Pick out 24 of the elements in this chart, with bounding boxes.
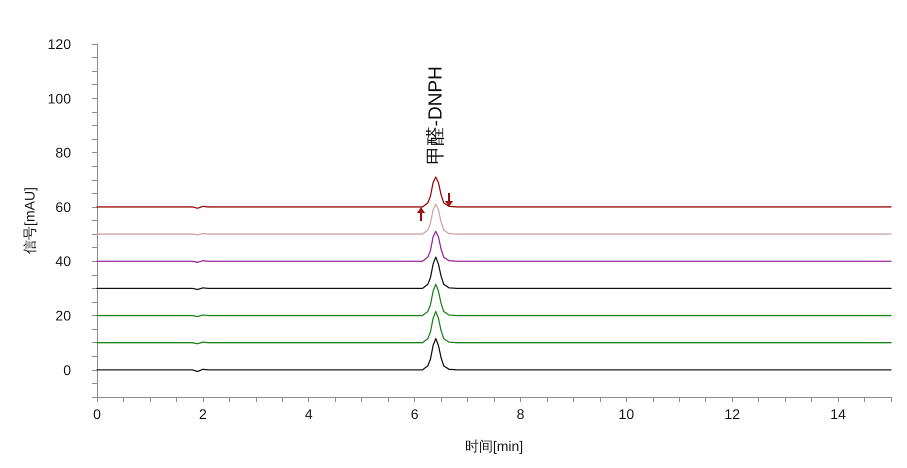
x-tick-label: 0 bbox=[93, 406, 102, 422]
y-tick-label: 40 bbox=[55, 253, 72, 270]
y-tick-label: 0 bbox=[63, 362, 72, 378]
x-tick-label: 8 bbox=[516, 406, 525, 422]
y-tick-label: 100 bbox=[48, 90, 72, 106]
line-series bbox=[96, 284, 892, 318]
x-tick-label: 2 bbox=[198, 406, 207, 422]
line-series bbox=[96, 256, 892, 290]
y-tick-label: 80 bbox=[55, 144, 72, 161]
x-axis-title: 时间[min] bbox=[464, 438, 524, 454]
x-tick-label: 4 bbox=[304, 406, 313, 422]
x-tick-label: 12 bbox=[724, 406, 740, 422]
y-axis-title: 信号[mAU] bbox=[22, 187, 38, 254]
line-series bbox=[96, 204, 892, 236]
line-series bbox=[96, 338, 892, 372]
x-tick-label: 6 bbox=[410, 406, 419, 422]
y-tick-label: 20 bbox=[55, 308, 72, 324]
x-tick-label: 14 bbox=[830, 406, 846, 422]
line-series bbox=[96, 230, 892, 263]
line-series bbox=[96, 310, 892, 344]
x-tick-label: 10 bbox=[618, 406, 634, 422]
annotation: 甲醛-DNPH bbox=[425, 66, 446, 164]
y-tick-label: 60 bbox=[55, 198, 72, 215]
y-tick-label: 120 bbox=[48, 36, 72, 52]
